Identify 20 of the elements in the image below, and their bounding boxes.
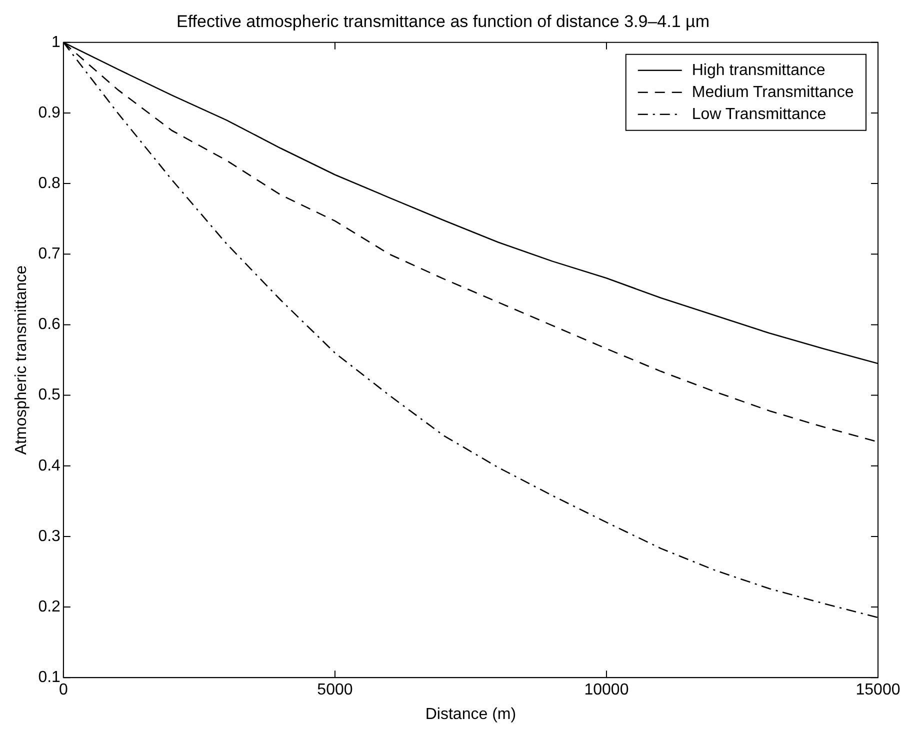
x-tick-label: 15000 bbox=[856, 682, 900, 699]
y-tick-label: 0.4 bbox=[38, 457, 61, 474]
x-tick-label: 10000 bbox=[584, 682, 629, 699]
y-tick-label: 0.2 bbox=[38, 598, 61, 616]
y-tick-label: 0.8 bbox=[38, 174, 61, 192]
x-axis-title: Distance (m) bbox=[425, 706, 516, 723]
y-tick-label: 0.1 bbox=[38, 669, 61, 686]
x-tick-label: 0 bbox=[58, 682, 68, 699]
legend-label: Low Transmittance bbox=[692, 106, 826, 123]
legend-label: High transmittance bbox=[692, 62, 826, 79]
y-tick-label: 0.6 bbox=[38, 316, 61, 334]
y-axis-title: Atmospheric transmittance bbox=[13, 265, 30, 455]
chart-title: Effective atmospheric transmittance as function of distance 3.9–4.1 µm bbox=[176, 12, 710, 31]
y-tick-label: 0.5 bbox=[38, 386, 61, 404]
y-tick-label: 0.3 bbox=[38, 528, 61, 545]
y-tick-label: 0.9 bbox=[38, 104, 61, 122]
y-tick-label: 1 bbox=[52, 34, 61, 51]
x-tick-label: 5000 bbox=[317, 682, 353, 699]
y-tick-label: 0.7 bbox=[38, 246, 61, 263]
legend-label: Medium Transmittance bbox=[692, 84, 854, 101]
